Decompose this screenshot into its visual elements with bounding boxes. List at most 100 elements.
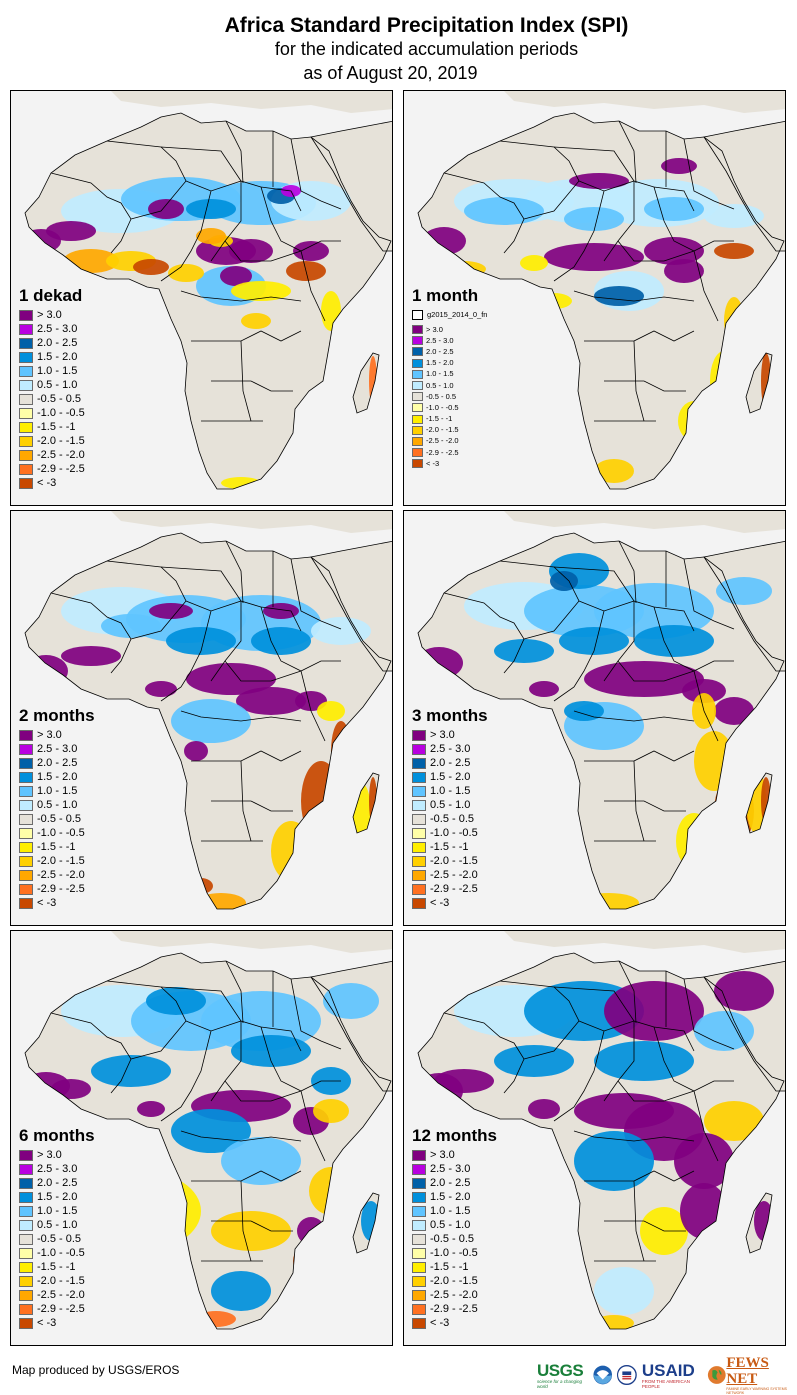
legend-item: 0.5 - 1.0 bbox=[19, 798, 95, 812]
legend-label: -0.5 - 0.5 bbox=[37, 1233, 82, 1245]
country-borders bbox=[417, 952, 785, 1330]
spi-region bbox=[166, 627, 236, 655]
spi-region bbox=[661, 158, 697, 174]
spi-region bbox=[710, 351, 738, 411]
legend-label: 0.5 - 1.0 bbox=[426, 380, 454, 390]
legend-item: -2.9 - -2.5 bbox=[19, 1302, 95, 1316]
legend-outline-swatch bbox=[412, 309, 423, 320]
legend-label: 2.5 - 3.0 bbox=[430, 1163, 471, 1175]
legend-label: -1.0 - -0.5 bbox=[430, 1247, 478, 1259]
africa-spi-map bbox=[417, 91, 785, 490]
arabia-landmass bbox=[311, 121, 392, 251]
spi-region bbox=[251, 627, 311, 655]
legend-label: < -3 bbox=[426, 458, 440, 468]
spi-region bbox=[148, 199, 184, 219]
spi-region bbox=[594, 1041, 694, 1081]
legend-item: -0.5 - 0.5 bbox=[19, 392, 85, 406]
usgs-logo-text: USGS bbox=[537, 1360, 584, 1380]
legend-label: 2.5 - 3.0 bbox=[430, 743, 471, 755]
legend-swatch bbox=[412, 1219, 426, 1231]
legend-item: -1.5 - -1 bbox=[412, 840, 488, 854]
legend-swatch bbox=[19, 1303, 33, 1315]
legend-item: 1.0 - 1.5 bbox=[19, 364, 85, 378]
legend-item: -1.0 - -0.5 bbox=[19, 826, 95, 840]
legend-label: -1.0 - -0.5 bbox=[37, 827, 85, 839]
legend-label: 0.5 - 1.0 bbox=[37, 1219, 78, 1231]
legend-item: -1.5 - -1 bbox=[412, 1260, 497, 1274]
spi-region bbox=[171, 1109, 251, 1153]
legend-item: 1.0 - 1.5 bbox=[412, 369, 487, 380]
spi-legend: 1 dekad > 3.0 2.5 - 3.0 2.0 - 2.5 1.5 - 2.0 1… bbox=[19, 287, 85, 490]
spi-legend: 6 months > 3.0 2.5 - 3.0 2.0 - 2.5 1.5 - 2.0… bbox=[19, 1127, 95, 1330]
legend-item: -2.0 - -1.5 bbox=[19, 854, 95, 868]
country-borders bbox=[417, 532, 785, 910]
spi-region bbox=[678, 401, 710, 441]
legend-label: -2.9 - -2.5 bbox=[37, 463, 85, 475]
legend-swatch bbox=[19, 365, 33, 377]
legend-item: 2.0 - 2.5 bbox=[412, 1176, 497, 1190]
legend-item: -2.9 - -2.5 bbox=[19, 462, 85, 476]
legend-label: 2.0 - 2.5 bbox=[430, 757, 471, 769]
legend-label: 0.5 - 1.0 bbox=[37, 799, 78, 811]
legend-item: -0.5 - 0.5 bbox=[19, 1232, 95, 1246]
spi-region bbox=[714, 697, 754, 725]
spi-region bbox=[311, 617, 371, 645]
spi-region bbox=[418, 647, 463, 679]
legend-item: 2.5 - 3.0 bbox=[412, 1162, 497, 1176]
legend-label: 1.0 - 1.5 bbox=[430, 785, 471, 797]
legend-swatch bbox=[412, 757, 426, 769]
map-panel-1-dekad: 1 dekad > 3.0 2.5 - 3.0 2.0 - 2.5 1.5 - 2.0 1… bbox=[10, 90, 393, 506]
legend-label: 2.0 - 2.5 bbox=[430, 1177, 471, 1189]
legend-swatch bbox=[19, 813, 33, 825]
legend-label: -0.5 - 0.5 bbox=[430, 813, 475, 825]
legend-item: 2.0 - 2.5 bbox=[19, 336, 85, 350]
legend-item: > 3.0 bbox=[412, 324, 487, 335]
legend-swatch bbox=[412, 1275, 426, 1287]
legend-swatch bbox=[19, 1289, 33, 1301]
arabia-landmass bbox=[704, 541, 785, 671]
legend-label: -2.0 - -1.5 bbox=[430, 855, 478, 867]
legend-swatch bbox=[412, 336, 423, 346]
legend-swatch bbox=[412, 347, 423, 357]
legend-swatch bbox=[412, 381, 423, 391]
spi-region bbox=[293, 241, 329, 261]
legend-swatch bbox=[19, 1247, 33, 1259]
legend-swatch bbox=[19, 799, 33, 811]
spi-region bbox=[137, 1101, 165, 1117]
legend-item: < -3 bbox=[412, 458, 487, 469]
country-borders bbox=[24, 112, 392, 490]
legend-item: -1.0 - -0.5 bbox=[19, 1246, 95, 1260]
spi-region bbox=[271, 821, 311, 881]
africa-spi-map bbox=[417, 511, 785, 910]
spi-region bbox=[196, 228, 226, 244]
legend-label: > 3.0 bbox=[430, 729, 455, 741]
legend-swatch bbox=[19, 785, 33, 797]
legend-label: 2.0 - 2.5 bbox=[426, 346, 454, 356]
legend-swatch bbox=[19, 1163, 33, 1175]
spi-region bbox=[604, 981, 704, 1041]
legend-swatch bbox=[19, 323, 33, 335]
spi-region bbox=[241, 313, 271, 329]
legend-swatch bbox=[19, 393, 33, 405]
legend-item: -1.0 - -0.5 bbox=[19, 406, 85, 420]
partner-logos: USGS science for a changing world USAID … bbox=[537, 1355, 797, 1395]
europe-landmass bbox=[111, 931, 392, 953]
legend-swatch bbox=[19, 463, 33, 475]
spi-region bbox=[101, 614, 161, 638]
legend-period-title: 2 months bbox=[19, 706, 95, 725]
legend-item: 1.5 - 2.0 bbox=[412, 770, 488, 784]
legend-label: -0.5 - 0.5 bbox=[37, 813, 82, 825]
legend-label: 1.5 - 2.0 bbox=[430, 771, 471, 783]
legend-label: 1.5 - 2.0 bbox=[430, 1191, 471, 1203]
legend-swatch bbox=[412, 785, 426, 797]
spi-region bbox=[574, 458, 594, 474]
legend-item: < -3 bbox=[412, 896, 488, 910]
legend-swatch bbox=[412, 448, 423, 458]
legend-label: -1.5 - -1 bbox=[37, 841, 76, 853]
legend-label: 2.5 - 3.0 bbox=[426, 335, 454, 345]
spi-region bbox=[550, 571, 578, 591]
legend-item: 1.5 - 2.0 bbox=[19, 1190, 95, 1204]
spi-region bbox=[594, 459, 634, 483]
legend-item: -2.5 - -2.0 bbox=[412, 436, 487, 447]
spi-region bbox=[694, 1011, 754, 1051]
